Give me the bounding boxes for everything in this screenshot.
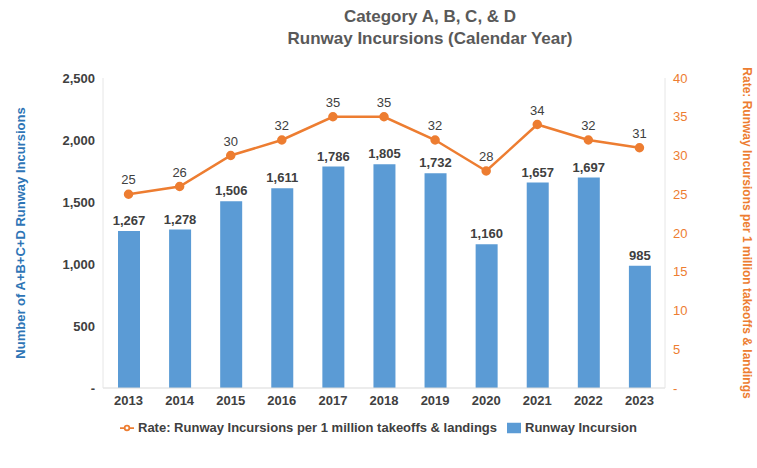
svg-text:2015: 2015	[216, 393, 245, 408]
svg-text:2019: 2019	[421, 393, 450, 408]
html-text:Runway Incursions (Calendar Ye: Runway Incursions (Calendar Year)	[287, 29, 573, 48]
html-text:Category A, B, C, & D: Category A, B, C, & D	[343, 7, 517, 26]
svg-text:1,697: 1,697	[573, 160, 606, 175]
svg-text:2,000: 2,000	[62, 133, 95, 148]
svg-text:25: 25	[673, 187, 687, 202]
svg-text:32: 32	[428, 118, 442, 133]
svg-text:35: 35	[326, 95, 340, 110]
svg-text:1,506: 1,506	[215, 183, 248, 198]
svg-text:2016: 2016	[267, 393, 296, 408]
svg-text:1,267: 1,267	[113, 213, 146, 228]
svg-text:35: 35	[377, 95, 391, 110]
svg-text:1,657: 1,657	[521, 165, 554, 180]
svg-text:32: 32	[275, 118, 289, 133]
svg-text:20: 20	[673, 226, 687, 241]
svg-text:2018: 2018	[370, 393, 399, 408]
svg-text:1,000: 1,000	[62, 257, 95, 272]
svg-text:2013: 2013	[114, 393, 143, 408]
svg-text:985: 985	[629, 248, 651, 263]
svg-text:31: 31	[632, 126, 646, 141]
svg-text:1,611: 1,611	[266, 170, 298, 185]
svg-text:30: 30	[673, 148, 687, 163]
html-text:Runway Incursion: Runway Incursion	[525, 420, 637, 435]
svg-text:-: -	[91, 381, 95, 396]
svg-text:1,160: 1,160	[470, 226, 503, 241]
svg-text:28: 28	[479, 149, 493, 164]
svg-text:10: 10	[673, 303, 687, 318]
svg-text:2021: 2021	[523, 393, 552, 408]
svg-text:1,500: 1,500	[62, 195, 95, 210]
svg-text:34: 34	[530, 103, 544, 118]
svg-text:2022: 2022	[574, 393, 603, 408]
svg-text:Number of A+B+C+D Runway Incur: Number of A+B+C+D Runway Incursions	[13, 107, 28, 358]
svg-text:5: 5	[673, 342, 680, 357]
svg-text:1,805: 1,805	[368, 146, 401, 161]
svg-text:2,500: 2,500	[62, 71, 95, 86]
svg-text:1,786: 1,786	[317, 149, 350, 164]
svg-text:40: 40	[673, 71, 687, 86]
svg-text:Rate: Runway Incursions per 1: Rate: Runway Incursions per 1 million ta…	[740, 67, 754, 399]
svg-text:2014: 2014	[165, 393, 195, 408]
svg-text:26: 26	[172, 165, 186, 180]
svg-text:2017: 2017	[318, 393, 347, 408]
svg-text:1,278: 1,278	[164, 212, 197, 227]
svg-text:35: 35	[673, 109, 687, 124]
svg-text:15: 15	[673, 264, 687, 279]
svg-text:1,732: 1,732	[419, 155, 452, 170]
html-text:Rate: Runway Incursions per 1: Rate: Runway Incursions per 1 million ta…	[138, 420, 497, 435]
svg-text:-: -	[673, 381, 677, 396]
svg-text:30: 30	[223, 134, 237, 149]
svg-text:2020: 2020	[472, 393, 501, 408]
svg-text:2023: 2023	[625, 393, 654, 408]
svg-text:25: 25	[121, 172, 135, 187]
svg-text:500: 500	[73, 319, 95, 334]
svg-text:32: 32	[581, 118, 595, 133]
